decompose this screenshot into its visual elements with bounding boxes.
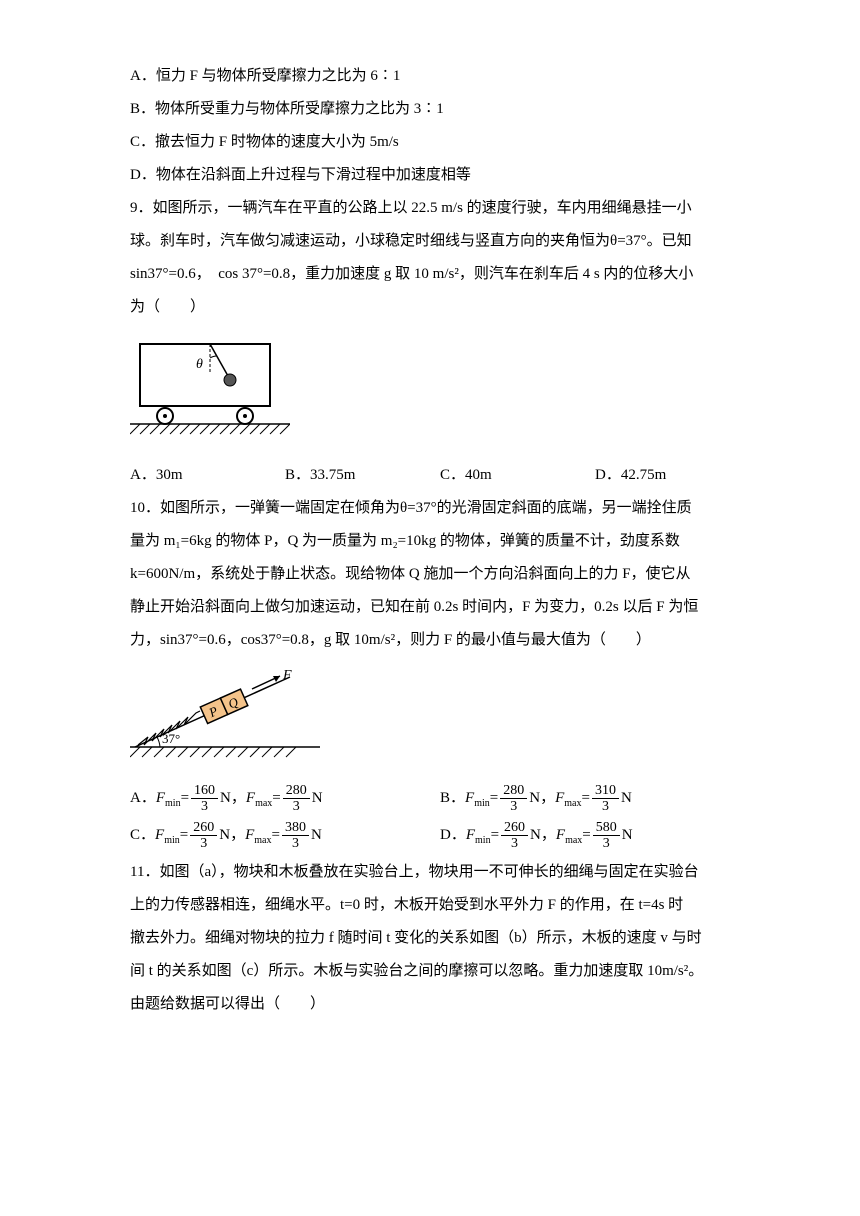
q9-figure: θ (130, 334, 750, 439)
q10-stem-3: k=600N/m，系统处于静止状态。现给物体 Q 施加一个方向沿斜面向上的力 F… (130, 558, 750, 591)
option-9c: C．40m (440, 459, 595, 492)
q10-stem-2: 量为 m₁=6kg 的物体 P，Q 为一质量为 m₂=10kg 的物体，弹簧的质… (130, 525, 750, 558)
q11-stem-4: 间 t 的关系如图（c）所示。木板与实验台之间的摩擦可以忽略。重力加速度取 10… (130, 955, 750, 988)
option-9a: A．30m (130, 459, 285, 492)
option-10a: A．Fmin=1603N，Fmax=2803N (130, 782, 440, 815)
svg-text:θ: θ (196, 357, 203, 372)
q10-figure: 37° P Q F (130, 667, 750, 762)
option-9d: D．42.75m (595, 459, 750, 492)
svg-text:F: F (282, 668, 292, 683)
option-8c: C．撤去恒力 F 时物体的速度大小为 5m/s (130, 126, 750, 159)
q10-stem-4: 静止开始沿斜面向上做匀加速运动，已知在前 0.2s 时间内，F 为变力，0.2s… (130, 591, 750, 624)
option-8b: B．物体所受重力与物体所受摩擦力之比为 3∶1 (130, 93, 750, 126)
q11-stem-5: 由题给数据可以得出（ ） (130, 988, 750, 1021)
option-8d: D．物体在沿斜面上升过程与下滑过程中加速度相等 (130, 159, 750, 192)
option-10c: C．Fmin=2603N，Fmax=3803N (130, 819, 440, 852)
option-9b: B．33.75m (285, 459, 440, 492)
q9-stem-4: 为（ ） (130, 291, 750, 324)
q11-stem-1: 11．如图（a），物块和木板叠放在实验台上，物块用一不可伸长的细绳与固定在实验台 (130, 856, 750, 889)
q10-stem-1: 10．如图所示，一弹簧一端固定在倾角为θ=37°的光滑固定斜面的底端，另一端拴住… (130, 492, 750, 525)
q10-options: A．Fmin=1603N，Fmax=2803N B．Fmin=2803N，Fma… (130, 782, 750, 856)
option-8a: A．恒力 F 与物体所受摩擦力之比为 6∶1 (130, 60, 750, 93)
q9-stem-3: sin37°=0.6， cos 37°=0.8，重力加速度 g 取 10 m/s… (130, 258, 750, 291)
svg-text:37°: 37° (162, 731, 180, 746)
option-10d: D．Fmin=2603N，Fmax=5803N (440, 819, 750, 852)
q11-stem-2: 上的力传感器相连，细绳水平。t=0 时，木板开始受到水平外力 F 的作用，在 t… (130, 889, 750, 922)
option-10b: B．Fmin=2803N，Fmax=3103N (440, 782, 750, 815)
q10-stem-5: 力，sin37°=0.6，cos37°=0.8，g 取 10m/s²，则力 F … (130, 624, 750, 657)
q9-options: A．30m B．33.75m C．40m D．42.75m (130, 459, 750, 492)
q9-stem-1: 9．如图所示，一辆汽车在平直的公路上以 22.5 m/s 的速度行驶，车内用细绳… (130, 192, 750, 225)
q9-stem-2: 球。刹车时，汽车做匀减速运动，小球稳定时细线与竖直方向的夹角恒为θ=37°。已知 (130, 225, 750, 258)
q11-stem-3: 撤去外力。细绳对物块的拉力 f 随时间 t 变化的关系如图（b）所示，木板的速度… (130, 922, 750, 955)
